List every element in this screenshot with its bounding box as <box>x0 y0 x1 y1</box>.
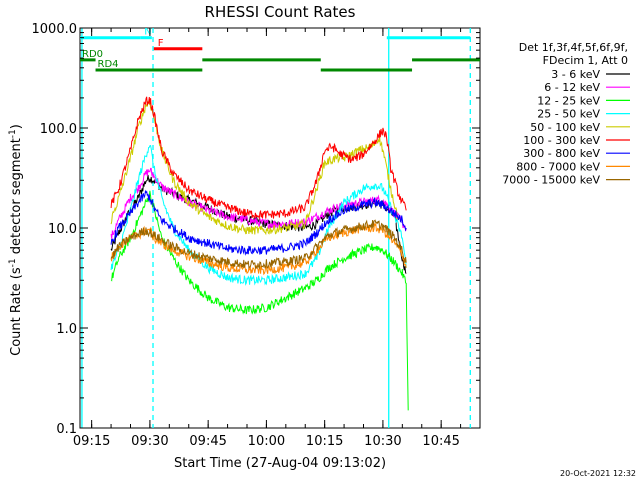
legend-entry-label-1: 6 - 12 keV <box>544 81 600 94</box>
y-tick-label-4: 1000.0 <box>32 22 78 37</box>
y-axis-label-rest: detector segment <box>9 138 24 258</box>
series-line-8 <box>110 219 407 270</box>
timestamp: 20-Oct-2021 12:32 <box>560 469 636 478</box>
legend-entry-label-5: 100 - 300 keV <box>523 134 600 147</box>
legend-entry-label-4: 50 - 100 keV <box>530 121 600 134</box>
series-line-1 <box>110 167 407 239</box>
x-tick-label-2: 09:45 <box>189 434 226 449</box>
y-axis-label: Count Rate (s-1 detector segment-1) <box>8 124 24 356</box>
legend-header-line-2: FDecim 1, Att 0 <box>543 54 628 67</box>
series-line-2 <box>110 190 409 411</box>
y-axis-label-main: Count Rate (s <box>9 267 24 356</box>
legend-header-line-1: Det 1f,3f,4f,5f,6f,9f, <box>519 41 628 54</box>
y-axis: 0.1 1.0 10.0 100.0 1000.0 <box>32 22 480 437</box>
legend-entry-label-8: 7000 - 15000 keV <box>502 174 600 187</box>
legend-entry-label-7: 800 - 7000 keV <box>516 160 600 173</box>
y-axis-label-exp: -1 <box>8 258 18 267</box>
y-tick-label-2: 10.0 <box>48 222 77 237</box>
y-tick-label-0: 0.1 <box>56 422 77 437</box>
legend-entry-label-3: 25 - 50 keV <box>537 108 600 121</box>
rd-bar-label-1: RD4 <box>98 59 119 70</box>
legend-entry-label-0: 3 - 6 keV <box>551 68 600 81</box>
x-tick-label-3: 10:00 <box>248 434 285 449</box>
x-tick-label-6: 10:45 <box>422 434 459 449</box>
series-line-6 <box>110 189 407 256</box>
x-tick-label-4: 10:15 <box>306 434 343 449</box>
x-axis: 09:15 09:30 09:45 10:00 10:15 10:30 10:45 <box>73 28 481 449</box>
att-bar-label-1: N <box>144 27 151 38</box>
legend-entry-label-2: 12 - 25 keV <box>537 94 600 107</box>
rd-bar-label-0: RD0 <box>82 49 103 60</box>
chart-title: RHESSI Count Rates <box>205 3 356 21</box>
series-line-3 <box>110 145 407 286</box>
y-tick-label-3: 100.0 <box>40 122 77 137</box>
att-bar-label-3: F <box>158 38 164 49</box>
legend: Det 1f,3f,4f,5f,6f,9f, FDecim 1, Att 0 3… <box>502 41 630 187</box>
y-axis-label-close: ) <box>9 124 24 129</box>
series-line-5 <box>110 96 407 220</box>
x-tick-label-0: 09:15 <box>73 434 110 449</box>
x-tick-label-1: 09:30 <box>131 434 168 449</box>
x-tick-label-5: 10:30 <box>364 434 401 449</box>
x-axis-label: Start Time (27-Aug-04 09:13:02) <box>174 456 386 471</box>
y-axis-label-exp2: -1 <box>8 129 18 138</box>
legend-entry-label-6: 300 - 800 keV <box>523 147 600 160</box>
y-tick-label-1: 1.0 <box>56 322 77 337</box>
